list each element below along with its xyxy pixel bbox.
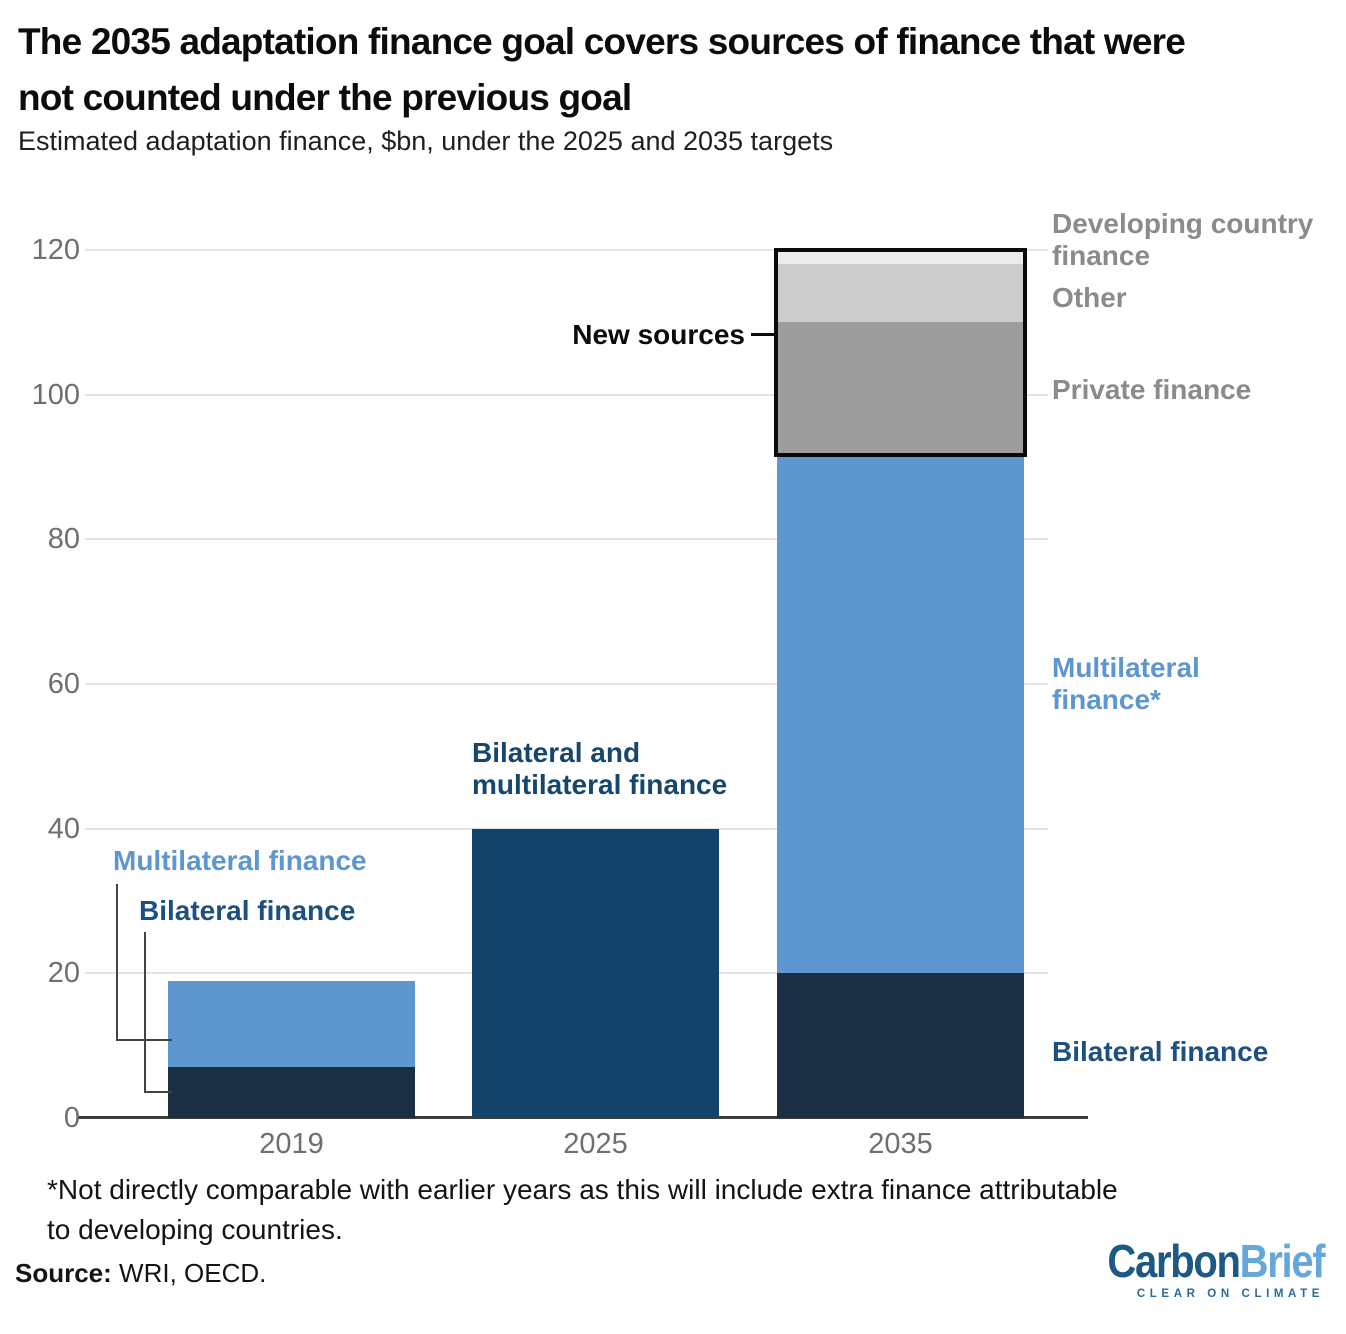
y-tick-label-120: 120 bbox=[31, 234, 80, 266]
bar-segment-2035-other bbox=[777, 264, 1024, 323]
x-tick-label-2019: 2019 bbox=[259, 1128, 324, 1160]
logo-tagline: CLEAR ON CLIMATE bbox=[1136, 1288, 1324, 1300]
bar-segment-2019-multilateral bbox=[168, 980, 415, 1068]
gridline-60 bbox=[85, 683, 1048, 685]
carbonbrief-logo-wordmark: CarbonBrief bbox=[1107, 1235, 1325, 1287]
source-label: Source: bbox=[15, 1258, 112, 1288]
logo-carbon-text: Carbon bbox=[1107, 1235, 1241, 1287]
bar-segment-2035-multilateral bbox=[777, 452, 1024, 974]
new-sources-outline-box bbox=[774, 248, 1027, 457]
annotation-other: Other bbox=[1052, 282, 1127, 313]
source-text: WRI, OECD. bbox=[119, 1258, 267, 1288]
annotation-bilateral-finance-right: Bilateral finance bbox=[1052, 1036, 1269, 1067]
bar-segment-2035-developing bbox=[777, 250, 1024, 265]
carbonbrief-logo: CarbonBrief CLEAR ON CLIMATE bbox=[1075, 1235, 1325, 1300]
x-tick-label-2035: 2035 bbox=[868, 1128, 933, 1160]
annotation-multilateral-finance-right: Multilateral finance* bbox=[1052, 652, 1200, 716]
bar-segment-2035-bilateral bbox=[777, 973, 1024, 1118]
logo-brief-text: Brief bbox=[1239, 1235, 1325, 1287]
title-line-1: The 2035 adaptation finance goal covers … bbox=[18, 21, 1186, 62]
leader-line-multilateral-vertical bbox=[116, 884, 118, 1041]
gridline-100 bbox=[85, 393, 1048, 396]
chart-subtitle: Estimated adaptation finance, $bn, under… bbox=[18, 126, 834, 156]
y-tick-label-100: 100 bbox=[31, 378, 80, 411]
source-line: Source: WRI, OECD. bbox=[15, 1258, 266, 1289]
annotation-developing-country-finance: Developing country finance bbox=[1052, 208, 1314, 272]
gridline-80 bbox=[85, 538, 1048, 541]
y-tick-label-0: 0 bbox=[63, 1102, 80, 1134]
annotation-multilateral-finance-left: Multilateral finance bbox=[113, 845, 367, 876]
gridline-120 bbox=[85, 249, 1048, 251]
title-line-2: not counted under the previous goal bbox=[18, 77, 632, 118]
new-sources-connector-line bbox=[751, 333, 777, 336]
bar-segment-2025-combined bbox=[472, 828, 719, 1118]
annotation-bilateral-finance-left: Bilateral finance bbox=[139, 895, 356, 926]
annotation-new-sources: New sources bbox=[572, 319, 745, 350]
y-tick-label-20: 20 bbox=[47, 957, 80, 990]
leader-line-bilateral-horizontal bbox=[144, 1091, 172, 1093]
annotation-private-finance: Private finance bbox=[1052, 374, 1252, 405]
leader-line-bilateral-vertical bbox=[144, 932, 146, 1093]
y-tick-label-80: 80 bbox=[47, 523, 80, 556]
y-tick-label-60: 60 bbox=[47, 668, 80, 700]
bar-segment-2035-private bbox=[777, 322, 1024, 453]
y-tick-label-40: 40 bbox=[47, 812, 80, 845]
chart-footnote: *Not directly comparable with earlier ye… bbox=[47, 1174, 1118, 1245]
annotation-bilateral-and-multilateral-finance: Bilateral and multilateral finance bbox=[472, 737, 728, 801]
x-tick-label-2025: 2025 bbox=[563, 1128, 628, 1160]
bar-segment-2019-bilateral bbox=[168, 1067, 415, 1118]
page-title: The 2035 adaptation finance goal covers … bbox=[18, 14, 1186, 126]
